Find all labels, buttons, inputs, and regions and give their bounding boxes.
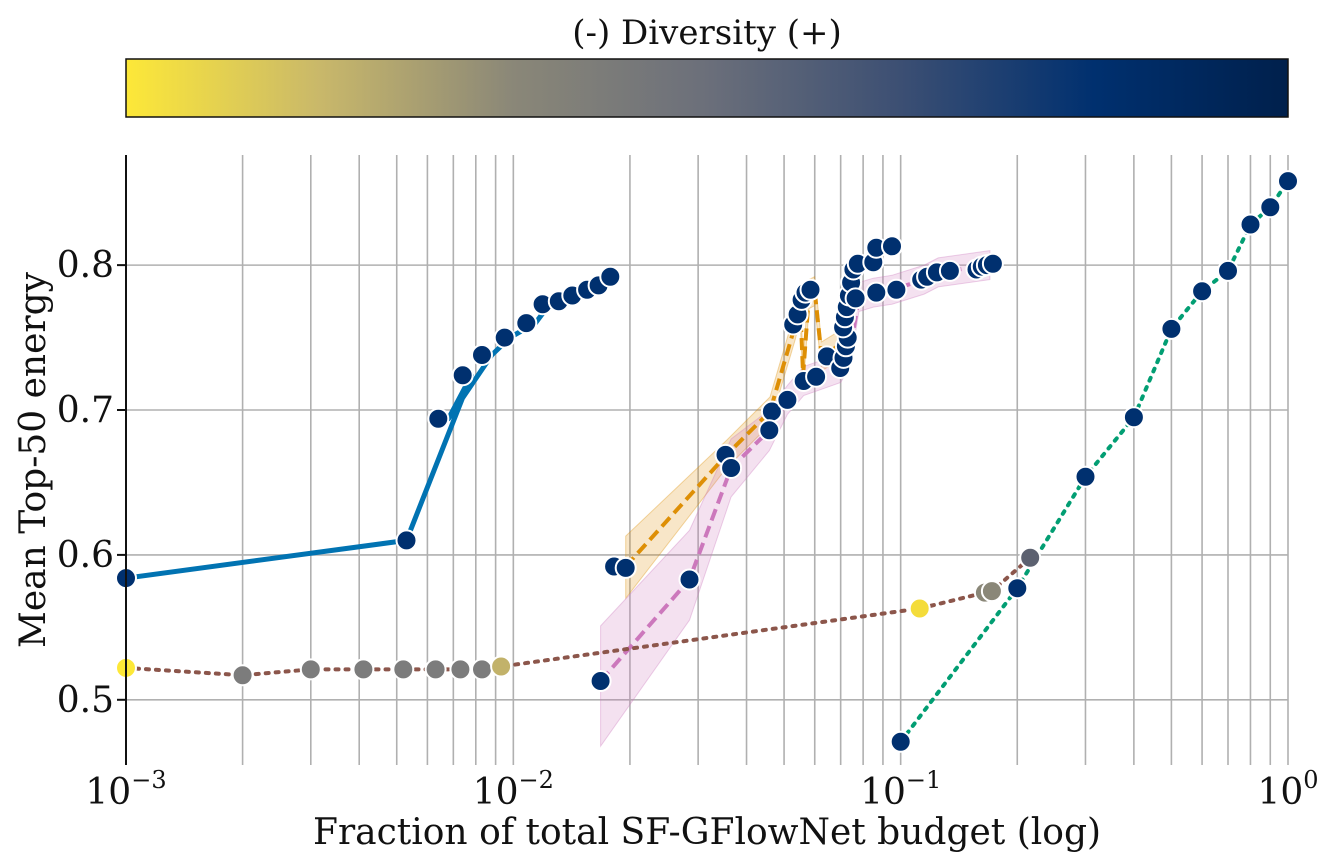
data-point: [1074, 465, 1097, 488]
data-point: [799, 278, 822, 301]
data-point: [490, 655, 513, 678]
series-points: [115, 170, 1299, 753]
data-point: [805, 365, 828, 388]
data-point: [352, 658, 375, 681]
y-tick-label: 0.5: [57, 680, 114, 721]
series-4-line: [898, 179, 1288, 744]
data-point: [865, 281, 888, 304]
data-point: [1019, 546, 1042, 569]
data-point: [889, 730, 912, 753]
data-point: [471, 658, 493, 681]
data-point: [758, 419, 781, 442]
data-point: [938, 259, 961, 282]
x-tick-label: 10−1: [860, 766, 941, 813]
data-point: [1191, 280, 1214, 303]
data-point: [449, 658, 472, 681]
data-point: [451, 364, 474, 387]
y-tick-label: 0.8: [57, 245, 114, 286]
data-point: [614, 556, 637, 579]
series-2-line: [599, 263, 991, 683]
data-point: [881, 235, 903, 258]
y-tick-label: 0.7: [57, 390, 114, 431]
data-point: [1217, 259, 1239, 282]
data-point: [1122, 406, 1145, 429]
data-point: [589, 670, 612, 692]
data-point: [392, 658, 415, 681]
colorbar-title: (-) Diversity (+): [572, 13, 842, 53]
x-tick-label: 10−2: [473, 766, 554, 813]
data-point: [1259, 196, 1282, 219]
data-point: [1277, 170, 1299, 193]
grid: [125, 155, 1289, 765]
data-point: [493, 326, 516, 349]
data-point: [1006, 577, 1029, 600]
data-point: [980, 580, 1003, 603]
data-point: [1239, 213, 1262, 236]
data-point: [599, 265, 622, 288]
x-axis-label: Fraction of total SF-GFlowNet budget (lo…: [313, 812, 1101, 853]
colorbar: [125, 58, 1289, 118]
data-point: [231, 664, 254, 687]
data-point: [885, 278, 908, 301]
x-tick-label: 100: [1257, 766, 1318, 813]
data-point: [427, 407, 450, 430]
data-point: [299, 658, 322, 681]
data-point: [1160, 317, 1183, 340]
data-point: [471, 344, 493, 366]
x-tick-label: 10−3: [85, 766, 166, 813]
data-point: [776, 388, 799, 411]
series-3-line: [126, 555, 1033, 678]
data-point: [395, 529, 418, 552]
data-point: [720, 457, 743, 479]
data-point: [515, 312, 538, 335]
data-point: [844, 287, 867, 310]
y-axis-label: Mean Top-50 energy: [13, 271, 54, 648]
data-point: [678, 568, 701, 591]
y-tick-label: 0.6: [57, 535, 114, 576]
data-point: [908, 597, 931, 620]
data-point: [424, 658, 447, 681]
ticks: 0.5 0.6 0.7 0.8 10−3 10−2 10−1 100: [57, 245, 1319, 813]
data-point: [981, 252, 1004, 275]
